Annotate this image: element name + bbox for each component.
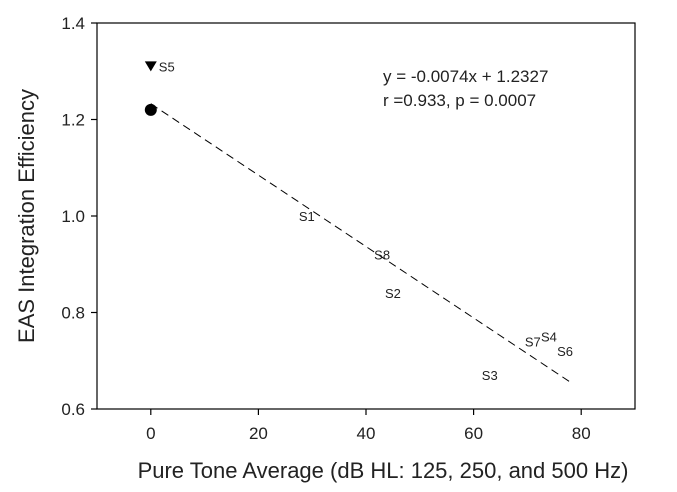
point-label-s5: S5 [159,59,175,74]
annotation: y = -0.0074x + 1.2327 r =0.933, p = 0.00… [383,67,548,110]
regression-layer [150,103,571,383]
y-axis-title: EAS Integration Efficiency [14,89,39,343]
x-tick-label: 40 [357,424,376,443]
y-tick-label: 0.6 [61,400,85,419]
regression-equation: y = -0.0074x + 1.2327 [383,67,548,86]
point-label-s4: S4 [541,330,557,345]
triangle-marker [144,61,157,72]
point-label-s2: S2 [385,286,401,301]
x-axis: 0 20 40 60 80 [146,409,591,443]
y-tick-label: 1.4 [61,14,85,33]
y-axis: 0.6 0.8 1.0 1.2 1.4 [61,14,97,419]
point-label-s8: S8 [374,248,390,263]
y-tick-label: 0.8 [61,304,85,323]
point-label-s6: S6 [557,344,573,359]
y-tick-label: 1.2 [61,111,85,130]
regression-line [150,103,571,383]
x-tick-label: 0 [146,424,155,443]
y-tick-label: 1.0 [61,207,85,226]
x-tick-label: 20 [249,424,268,443]
regression-stats: r =0.933, p = 0.0007 [383,91,536,110]
point-label-s7: S7 [525,334,541,349]
x-tick-label: 80 [572,424,591,443]
point-label-s3: S3 [482,368,498,383]
point-label-s1: S1 [299,209,315,224]
circle-marker [144,103,157,116]
x-tick-label: 60 [464,424,483,443]
plot-area [96,22,636,410]
plot-frame [96,22,636,410]
x-axis-title: Pure Tone Average (dB HL: 125, 250, and … [138,458,629,483]
